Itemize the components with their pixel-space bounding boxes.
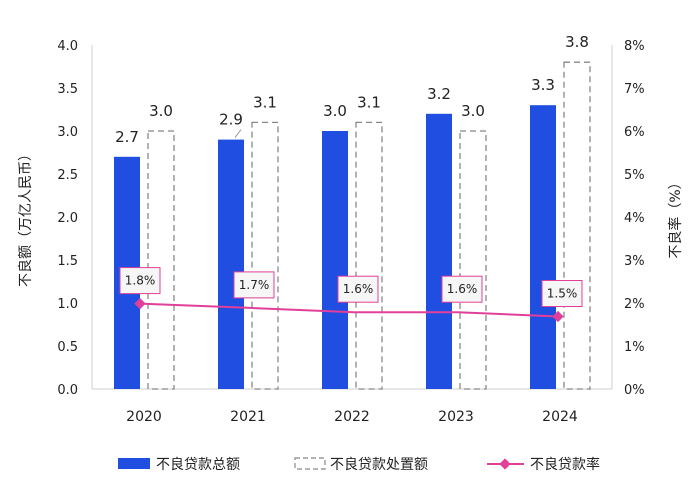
y2-tick-label: 4% — [624, 211, 645, 226]
legend-label-disposal: 不良贷款处置额 — [330, 457, 428, 473]
rate-label-box — [119, 267, 161, 295]
rate-label: 1.6% — [447, 282, 478, 296]
data-label-total: 3.0 — [323, 102, 347, 120]
rate-line — [139, 302, 559, 318]
y2-tick-label: 6% — [624, 125, 645, 140]
rate-label-box — [337, 275, 379, 303]
y-tick-label: 3.0 — [57, 125, 78, 140]
data-label-disposal: 3.8 — [565, 33, 589, 51]
y-tick-label: 2.0 — [57, 211, 78, 226]
y2-tick-label: 2% — [624, 297, 645, 312]
bar-disposal — [459, 130, 487, 390]
data-label-disposal: 3.0 — [149, 102, 173, 120]
y-tick-label: 1.0 — [57, 297, 78, 312]
y2-tick-label: 7% — [624, 82, 645, 97]
y2-tick-label: 5% — [624, 168, 645, 183]
x-tick-label: 2023 — [438, 409, 474, 425]
rate-label-box — [441, 275, 483, 303]
x-tick-label: 2024 — [542, 409, 578, 425]
y-axis-title: 不良额（万亿人民币） — [18, 147, 34, 287]
rate-label: 1.7% — [239, 278, 270, 292]
y2-tick-label: 1% — [624, 340, 645, 355]
bar-disposal — [147, 130, 175, 390]
rate-label: 1.8% — [125, 274, 156, 288]
y2-tick-label: 0% — [624, 383, 645, 398]
legend-label-rate: 不良贷款率 — [530, 456, 600, 473]
bar-total — [426, 113, 452, 390]
data-label-disposal: 3.1 — [357, 93, 381, 111]
y-tick-label: 0.0 — [57, 383, 78, 398]
bar-disposal — [251, 121, 279, 390]
y-tick-label: 1.5 — [57, 254, 78, 269]
data-label-total: 3.2 — [427, 85, 451, 103]
x-tick-label: 2020 — [126, 409, 162, 425]
data-label-leader — [234, 129, 242, 138]
bar-disposal — [563, 61, 591, 390]
legend-swatch-total — [118, 458, 150, 469]
bar-total — [530, 105, 556, 389]
data-label-total: 2.7 — [115, 128, 139, 146]
y2-tick-label: 3% — [624, 254, 645, 269]
rate-marker — [552, 310, 564, 323]
rate-label-box — [541, 280, 583, 307]
y2-axis-title: 不良率（%） — [667, 175, 684, 258]
bar-disposal — [355, 121, 383, 390]
y-tick-label: 2.5 — [57, 168, 78, 183]
data-label-disposal: 3.1 — [253, 93, 277, 111]
x-tick-label: 2021 — [230, 409, 266, 425]
data-label-disposal: 3.0 — [461, 102, 485, 120]
data-label-total: 2.9 — [219, 111, 243, 129]
rate-label: 1.6% — [343, 282, 374, 296]
y2-tick-label: 8% — [624, 39, 645, 54]
bar-total — [322, 131, 348, 389]
legend-marker-rate — [499, 458, 511, 470]
rate-label-box — [233, 271, 275, 299]
legend-swatch-disposal — [294, 457, 326, 470]
x-tick-label: 2022 — [334, 409, 370, 425]
data-label-total: 3.3 — [531, 76, 555, 94]
y-tick-label: 4.0 — [57, 39, 78, 54]
bar-total — [218, 139, 244, 389]
rate-label: 1.5% — [547, 287, 578, 301]
y-tick-label: 0.5 — [57, 340, 78, 355]
y-tick-label: 3.5 — [57, 82, 78, 97]
legend-label-total: 不良贷款总额 — [156, 457, 240, 473]
rate-marker — [134, 297, 146, 310]
